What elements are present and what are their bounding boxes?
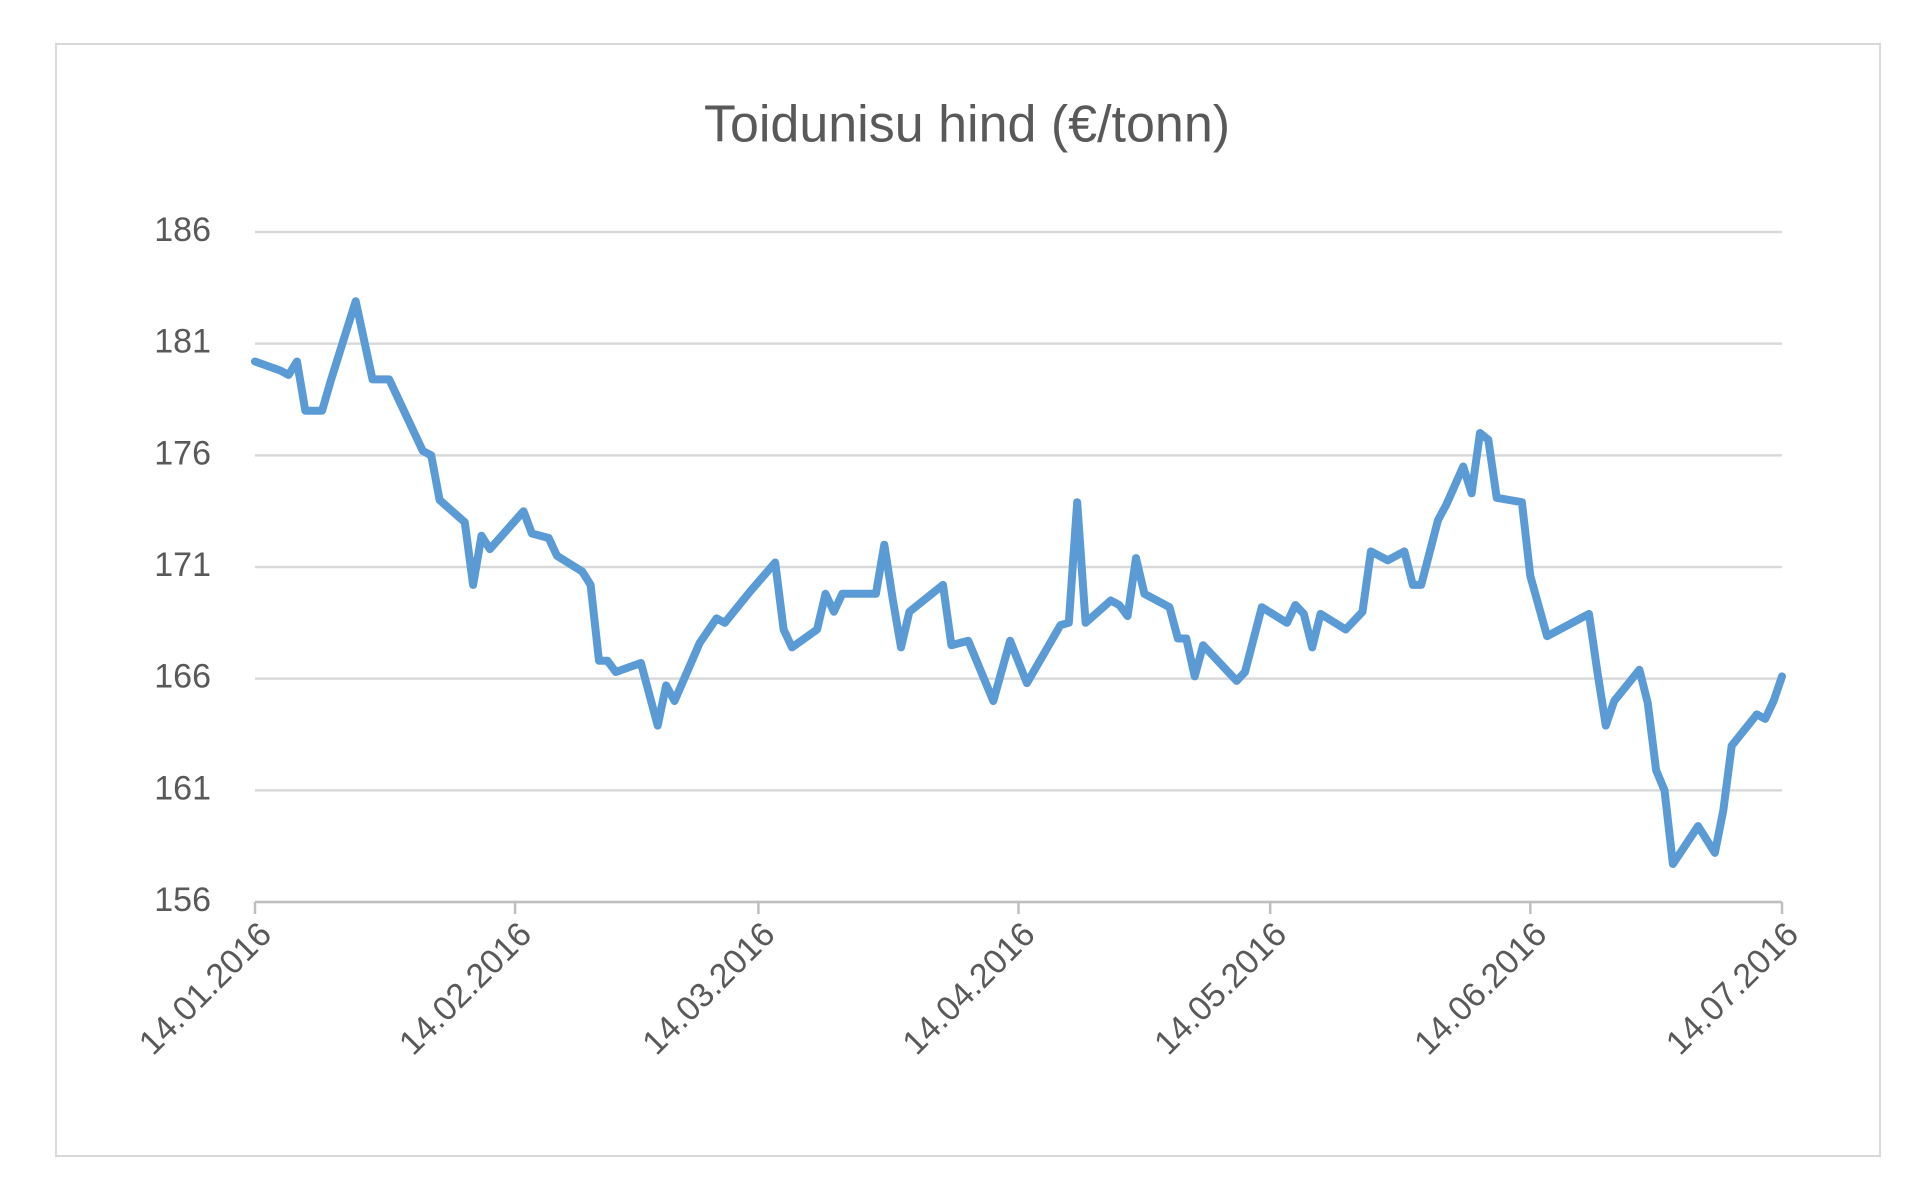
y-tick-label: 171 — [154, 546, 211, 584]
y-tick-label: 156 — [154, 881, 211, 919]
y-tick-label: 186 — [154, 211, 211, 249]
chart-frame — [55, 43, 1881, 1157]
price-line — [251, 297, 1786, 868]
y-tick-label: 176 — [154, 434, 211, 472]
chart-title: Toidunisu hind (€/tonn) — [704, 96, 1230, 154]
y-tick-label: 161 — [154, 769, 211, 807]
y-tick-label: 166 — [154, 658, 211, 696]
y-tick-label: 181 — [154, 323, 211, 361]
